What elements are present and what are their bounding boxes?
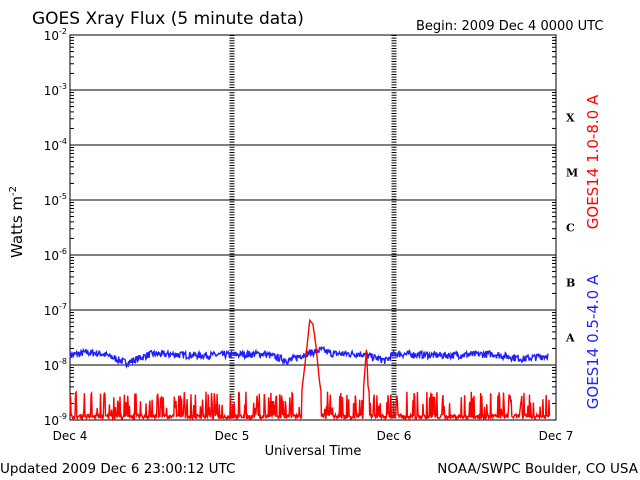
x-axis-label: Universal Time — [265, 444, 362, 459]
y-tick-exponent: -8 — [59, 357, 67, 366]
flare-class-label: C — [566, 222, 575, 235]
updated-footer: Updated 2009 Dec 6 23:00:12 UTC — [0, 461, 235, 477]
y-tick-label: 10-6 — [44, 247, 67, 263]
series-line-goes14-short — [69, 345, 549, 370]
y-tick-label: 10-7 — [44, 302, 67, 318]
begin-label: Begin: 2009 Dec 4 0000 UTC — [416, 19, 603, 34]
legend-series-red: GOES14 1.0-8.0 A — [584, 94, 602, 229]
flare-class-label: X — [566, 112, 575, 125]
y-axis-label-exponent: -2 — [8, 186, 19, 196]
y-tick-base: 10 — [44, 194, 59, 208]
y-axis-label-text: Watts m — [8, 196, 26, 258]
y-tick-label: 10-8 — [44, 357, 67, 373]
y-tick-label: 10-9 — [44, 412, 67, 428]
y-tick-exponent: -4 — [59, 137, 67, 146]
y-tick-exponent: -6 — [59, 247, 67, 256]
x-tick-label: Dec 6 — [377, 429, 412, 443]
grid-lines — [70, 35, 556, 420]
y-tick-exponent: -7 — [59, 302, 67, 311]
series-lines — [69, 318, 551, 422]
plot-frame — [69, 34, 557, 421]
y-tick-base: 10 — [44, 304, 59, 318]
y-tick-base: 10 — [44, 359, 59, 373]
y-axis-label: Watts m-2 — [8, 186, 26, 258]
flare-class-labels: X M C B A — [565, 112, 578, 345]
x-tick-label: Dec 7 — [539, 429, 574, 443]
y-tick-base: 10 — [44, 414, 59, 428]
flare-class-label: B — [566, 277, 575, 290]
x-tick-label: Dec 5 — [215, 429, 250, 443]
x-tick-labels: Dec 4 Dec 5 Dec 6 Dec 7 — [53, 429, 574, 443]
y-tick-base: 10 — [44, 139, 59, 153]
svg-text:Watts m-2: Watts m-2 — [8, 186, 26, 258]
flare-class-label: A — [565, 332, 575, 345]
y-tick-base: 10 — [44, 249, 59, 263]
x-tick-label: Dec 4 — [53, 429, 88, 443]
y-tick-base: 10 — [44, 29, 59, 43]
y-tick-exponent: -2 — [59, 27, 67, 36]
series-line-goes14-long — [69, 318, 551, 422]
y-tick-exponent: -5 — [59, 192, 67, 201]
y-tick-label: 10-3 — [44, 82, 67, 98]
credit-footer: NOAA/SWPC Boulder, CO USA — [437, 461, 639, 477]
y-tick-exponent: -9 — [59, 412, 67, 421]
flare-class-label: M — [566, 167, 578, 180]
y-tick-label: 10-4 — [44, 137, 67, 153]
y-tick-base: 10 — [44, 84, 59, 98]
y-tick-label: 10-2 — [44, 27, 67, 43]
y-tick-labels: 10-210-310-410-510-610-710-810-9 — [44, 27, 67, 428]
chart-title: GOES Xray Flux (5 minute data) — [32, 9, 304, 29]
y-tick-exponent: -3 — [59, 82, 67, 91]
y-tick-label: 10-5 — [44, 192, 67, 208]
legend-series-blue: GOES14 0.5-4.0 A — [584, 274, 602, 409]
